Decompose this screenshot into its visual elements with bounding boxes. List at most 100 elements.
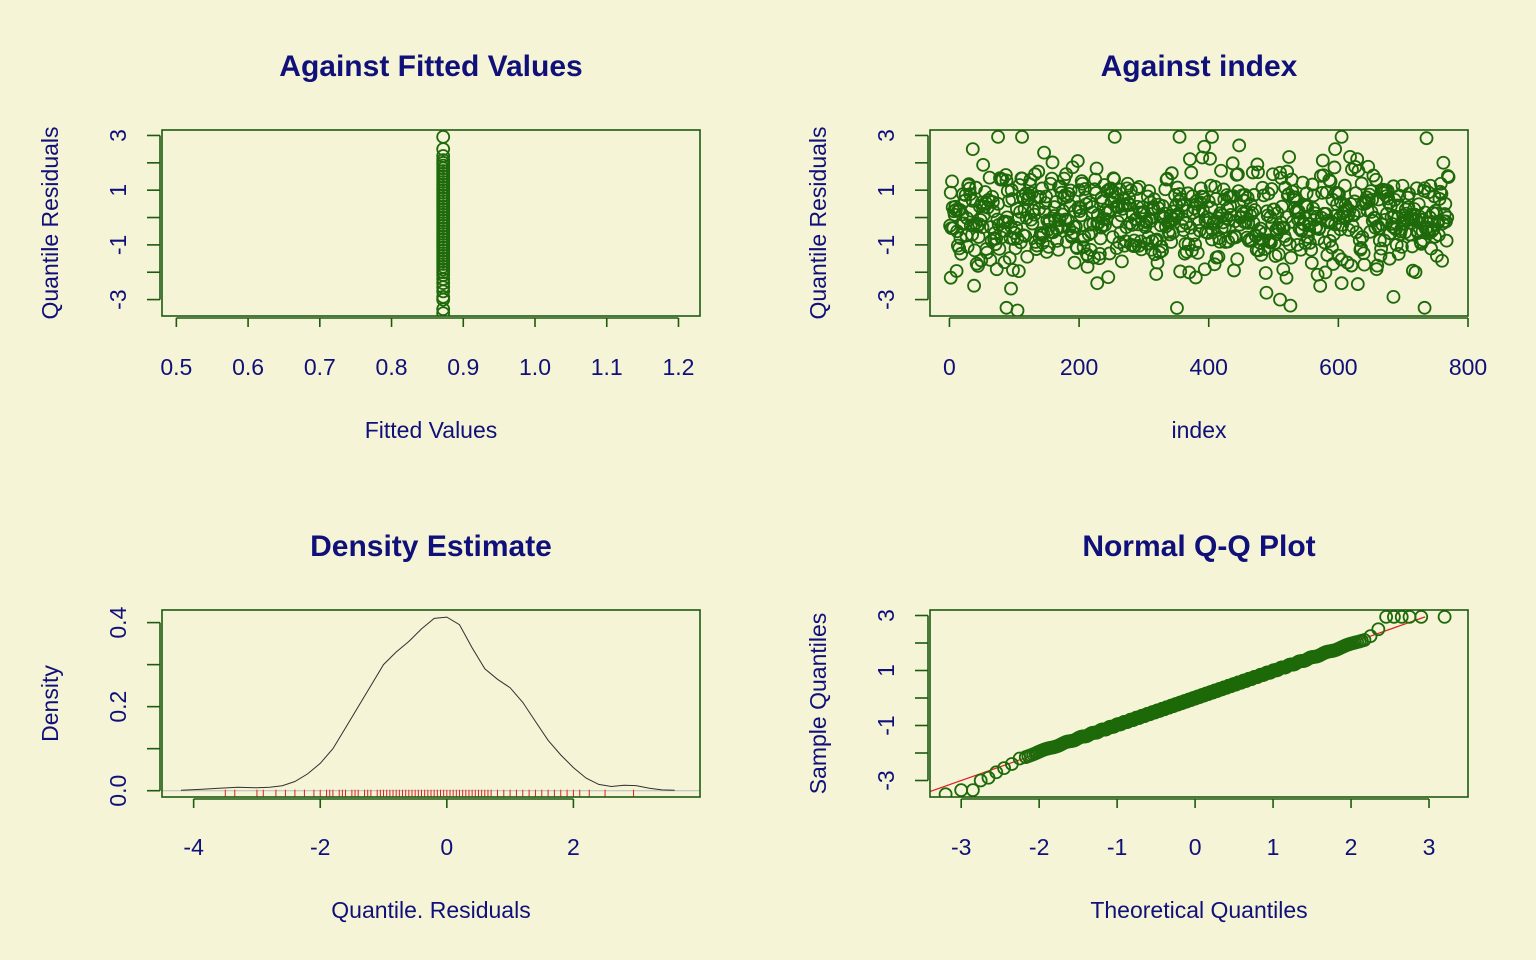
residual-point: [1247, 188, 1261, 202]
residual-point: [1122, 198, 1137, 212]
y-tick-label: 3: [873, 609, 899, 622]
x-tick-label: 2: [567, 834, 580, 860]
residual-point: [1036, 227, 1051, 241]
residual-point: [1306, 188, 1321, 203]
y-axis: -3 -1 1 3: [105, 129, 161, 310]
residual-point: [1350, 277, 1365, 291]
x-tick-label: 0.8: [376, 354, 408, 380]
residual-point: [1107, 172, 1121, 186]
residual-point: [986, 204, 1001, 219]
residual-point: [1155, 243, 1169, 258]
residual-point: [1340, 255, 1355, 270]
panel-title: Against index: [1101, 50, 1298, 83]
y-tick-label: -1: [105, 235, 131, 255]
residual-point: [970, 219, 985, 234]
y-tick-label: 1: [105, 184, 131, 197]
residual-point: [1315, 185, 1330, 200]
x-tick-label: 1.2: [662, 354, 694, 380]
residual-point: [1149, 267, 1164, 281]
x-tick-label: 1.1: [591, 354, 623, 380]
residual-point: [1010, 303, 1025, 316]
residual-point: [1037, 145, 1051, 160]
residual-point: [1020, 249, 1035, 264]
residual-point: [1273, 165, 1287, 180]
residual-point: [1197, 139, 1212, 154]
y-axis: -3 -1 1 3: [873, 609, 929, 791]
density-curve: [180, 616, 675, 791]
x-tick-label: -3: [951, 834, 971, 860]
residual-point: [1122, 190, 1136, 205]
plot-area: [162, 616, 700, 797]
residual-point: [1038, 196, 1053, 210]
y-tick-label: -3: [873, 289, 899, 309]
residual-point: [1031, 164, 1046, 179]
residual-point: [1280, 164, 1295, 179]
residual-point: [1083, 243, 1098, 257]
qq-point: [1371, 622, 1386, 637]
x-tick-label: 0: [943, 354, 956, 380]
residual-point: [1405, 239, 1420, 254]
qq-point: [965, 783, 980, 797]
residual-point: [1369, 172, 1383, 187]
residual-point: [1271, 247, 1286, 262]
x-axis: 0.5 0.6 0.7 0.8 0.9 1.0 1.1 1.2: [160, 317, 694, 380]
residual-point: [1184, 165, 1199, 180]
residual-point: [1114, 254, 1129, 269]
residual-point: [1164, 235, 1179, 249]
residual-point: [1183, 152, 1197, 167]
residual-point: [1341, 223, 1356, 237]
residual-point: [1304, 256, 1319, 270]
residual-point: [1334, 276, 1349, 291]
residual-point: [1232, 138, 1247, 153]
residual-point: [1009, 201, 1024, 216]
residual-point: [1152, 245, 1167, 260]
x-tick-label: 0.6: [232, 354, 264, 380]
y-axis-label: Quantile Residuals: [805, 126, 831, 319]
residual-point: [1313, 278, 1328, 293]
residual-point: [1304, 242, 1319, 257]
residual-point: [1011, 264, 1026, 279]
qq-point: [1387, 610, 1401, 624]
x-axis-label: Fitted Values: [365, 417, 498, 443]
y-tick-label: -1: [873, 235, 899, 255]
residual-point: [1265, 167, 1280, 182]
residual-point: [1188, 237, 1203, 252]
residual-point: [1028, 167, 1042, 182]
residual-point: [436, 306, 451, 316]
residual-point: [1166, 225, 1180, 240]
residual-point: [1365, 192, 1379, 207]
residual-point: [1063, 183, 1078, 198]
residual-point: [1194, 181, 1208, 196]
plot-frame: [161, 129, 701, 317]
x-tick-label: 400: [1190, 354, 1228, 380]
x-tick-label: -2: [1029, 834, 1049, 860]
qq-point: [1394, 610, 1409, 624]
residual-point: [1173, 264, 1188, 279]
residual-point: [1172, 130, 1187, 144]
residual-point: [436, 130, 451, 144]
residual-point: [1282, 237, 1297, 252]
residual-point: [1229, 230, 1243, 245]
residual-point: [1230, 167, 1245, 182]
residual-point: [1188, 270, 1203, 285]
y-tick-label: -1: [873, 715, 899, 735]
residual-point: [1344, 258, 1359, 273]
residual-point: [1205, 130, 1219, 144]
y-tick-label: 1: [873, 184, 899, 197]
residual-point: [1205, 232, 1219, 247]
plot-area: [930, 610, 1452, 797]
residual-point: [436, 289, 451, 304]
residual-point: [1373, 248, 1388, 263]
x-tick-label: 0: [440, 834, 453, 860]
residual-point: [1305, 177, 1320, 192]
residual-point: [1018, 229, 1033, 243]
y-tick-label: 0.2: [105, 691, 131, 723]
residual-point: [1283, 298, 1298, 313]
residual-point: [943, 270, 958, 285]
panel-title: Normal Q-Q Plot: [1082, 530, 1315, 563]
x-tick-label: 0: [1189, 834, 1202, 860]
residual-point: [1322, 173, 1337, 187]
residual-point: [1203, 151, 1217, 166]
residual-point: [1212, 234, 1227, 249]
residual-point: [1328, 142, 1343, 157]
